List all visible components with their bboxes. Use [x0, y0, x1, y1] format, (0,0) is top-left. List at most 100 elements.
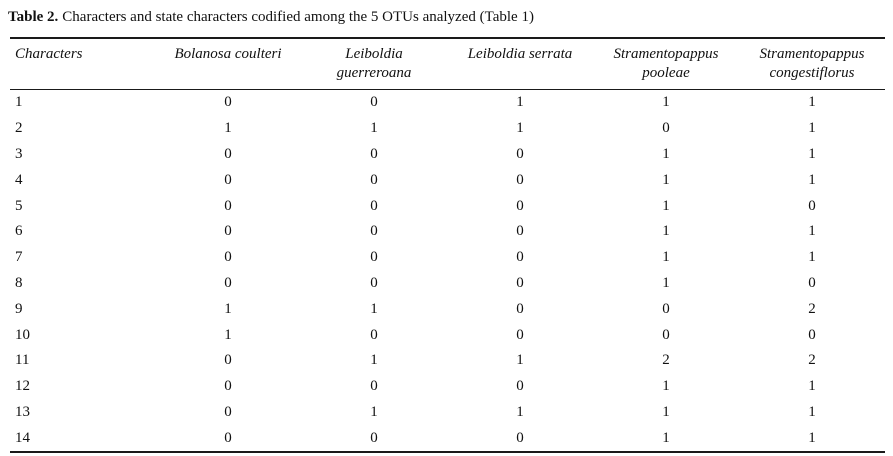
state-cell: 0	[516, 171, 524, 188]
table-row: 8 0 0 0 1 0	[10, 271, 885, 297]
state-cell: 0	[370, 197, 378, 214]
state-cell: 0	[516, 145, 524, 162]
state-cell: 0	[516, 429, 524, 446]
state-cell: 1	[370, 300, 378, 317]
table-row: 6 0 0 0 1 1	[10, 219, 885, 245]
state-cell: 0	[224, 403, 232, 420]
state-cell: 1	[516, 120, 524, 137]
state-cell: 0	[370, 145, 378, 162]
state-cell: 1	[662, 197, 670, 214]
column-header-characters: Characters	[10, 38, 155, 90]
character-number-cell: 5	[15, 197, 23, 214]
state-cell: 0	[370, 274, 378, 291]
state-cell: 0	[516, 197, 524, 214]
header-line: congestiflorus	[769, 65, 855, 81]
header-line: pooleae	[642, 65, 690, 81]
state-cell: 1	[808, 403, 816, 420]
character-number-cell: 10	[15, 326, 30, 343]
table-row: 9 1 1 0 0 2	[10, 296, 885, 322]
state-cell: 0	[808, 274, 816, 291]
header-row: Characters Bolanosa coulteri Leiboldia g…	[10, 38, 885, 90]
table-caption-label: Table 2.	[8, 9, 59, 25]
state-cell: 0	[224, 197, 232, 214]
table-row: 12 0 0 0 1 1	[10, 374, 885, 400]
state-cell: 1	[370, 403, 378, 420]
table-row: 14 0 0 0 1 1	[10, 425, 885, 452]
column-header-stramentopappus-congestiflorus: Stramentopappus congestiflorus	[739, 38, 885, 90]
state-cell: 1	[808, 223, 816, 240]
state-cell: 1	[662, 403, 670, 420]
state-cell: 1	[662, 274, 670, 291]
state-cell: 0	[224, 249, 232, 266]
state-cell: 0	[370, 94, 378, 111]
column-header-bolanosa-coulteri: Bolanosa coulteri	[155, 38, 301, 90]
state-cell: 0	[370, 429, 378, 446]
state-cell: 1	[662, 223, 670, 240]
header-line: Stramentopappus	[613, 46, 719, 62]
state-cell: 1	[224, 326, 232, 343]
header-line: Leiboldia	[345, 46, 403, 62]
state-cell: 1	[662, 378, 670, 395]
character-number-cell: 11	[15, 352, 30, 369]
header-line: Bolanosa coulteri	[174, 46, 282, 62]
character-number-cell: 12	[15, 378, 30, 395]
header-line: guerreroana	[336, 65, 412, 81]
character-number-cell: 13	[15, 403, 30, 420]
table-row: 1 0 0 1 1 1	[10, 90, 885, 116]
column-header-leiboldia-guerreroana: Leiboldia guerreroana	[301, 38, 447, 90]
state-cell: 1	[808, 429, 816, 446]
column-header-stramentopappus-pooleae: Stramentopappus pooleae	[593, 38, 739, 90]
column-header-leiboldia-serrata: Leiboldia serrata	[447, 38, 593, 90]
state-cell: 0	[662, 120, 670, 137]
state-cell: 0	[370, 326, 378, 343]
state-cell: 0	[224, 171, 232, 188]
table-row: 5 0 0 0 1 0	[10, 193, 885, 219]
state-cell: 0	[224, 145, 232, 162]
state-cell: 0	[224, 94, 232, 111]
state-cell: 0	[808, 197, 816, 214]
header-line: Characters	[15, 46, 83, 62]
table-row: 7 0 0 0 1 1	[10, 245, 885, 271]
header-line: Stramentopappus	[759, 46, 865, 62]
table-row: 4 0 0 0 1 1	[10, 167, 885, 193]
state-cell: 1	[662, 249, 670, 266]
state-cell: 0	[516, 223, 524, 240]
character-number-cell: 3	[15, 145, 23, 162]
state-cell: 1	[516, 94, 524, 111]
state-cell: 0	[516, 378, 524, 395]
state-cell: 1	[662, 429, 670, 446]
state-cell: 1	[808, 145, 816, 162]
state-cell: 0	[370, 378, 378, 395]
state-cell: 0	[516, 249, 524, 266]
character-number-cell: 6	[15, 223, 23, 240]
state-cell: 0	[516, 300, 524, 317]
state-cell: 1	[224, 120, 232, 137]
state-cell: 1	[808, 94, 816, 111]
state-cell: 2	[808, 352, 816, 369]
table-caption-text: Characters and state characters codified…	[62, 9, 534, 25]
character-number-cell: 2	[15, 120, 23, 137]
header-line: Leiboldia serrata	[467, 46, 573, 62]
state-cell: 0	[370, 171, 378, 188]
state-cell: 0	[224, 429, 232, 446]
state-cell: 2	[662, 352, 670, 369]
state-cell: 0	[224, 223, 232, 240]
character-number-cell: 8	[15, 274, 23, 291]
state-cell: 1	[516, 403, 524, 420]
state-cell: 1	[516, 352, 524, 369]
state-cell: 0	[224, 378, 232, 395]
state-cell: 0	[516, 274, 524, 291]
state-cell: 1	[662, 145, 670, 162]
state-cell: 2	[808, 300, 816, 317]
character-number-cell: 1	[15, 94, 23, 111]
state-cell: 1	[370, 352, 378, 369]
table-caption: Table 2. Characters and state characters …	[0, 0, 893, 27]
state-cell: 1	[370, 120, 378, 137]
state-cell: 1	[662, 94, 670, 111]
state-cell: 0	[662, 300, 670, 317]
state-cell: 1	[808, 120, 816, 137]
character-number-cell: 14	[15, 429, 30, 446]
state-cell: 0	[224, 352, 232, 369]
table-row: 13 0 1 1 1 1	[10, 400, 885, 426]
